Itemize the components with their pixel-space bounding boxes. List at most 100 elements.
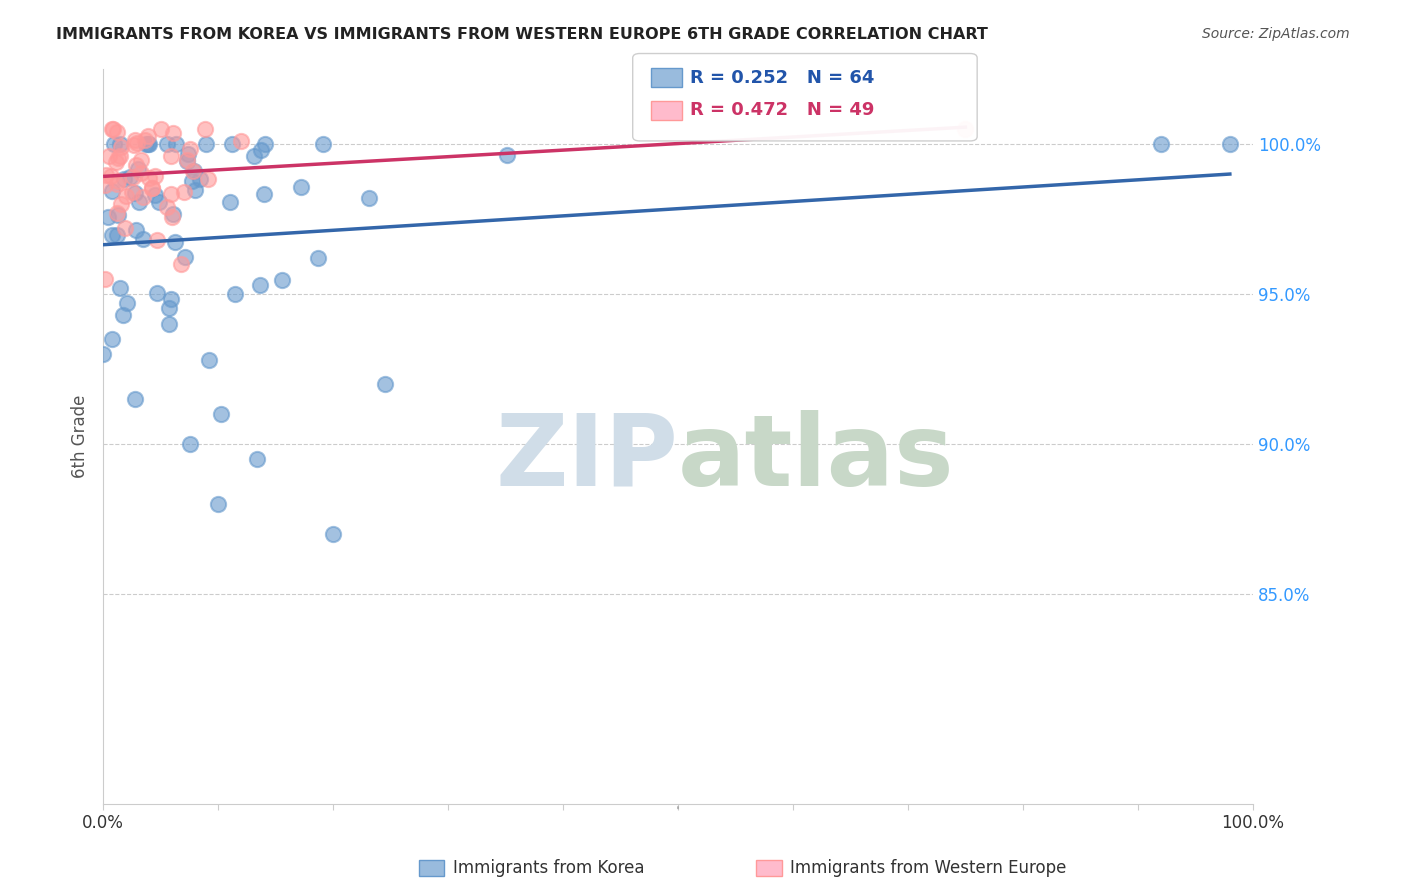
- Immigrants from Korea: [124, 186, 146, 200]
- Immigrants from Western Europe: [104, 154, 127, 169]
- Y-axis label: 6th Grade: 6th Grade: [72, 394, 89, 478]
- Immigrants from Western Europe: [141, 181, 163, 195]
- Immigrants from Korea: [221, 136, 243, 151]
- Immigrants from Korea: [246, 451, 269, 466]
- Immigrants from Korea: [312, 136, 335, 151]
- Immigrants from Korea: [145, 286, 167, 301]
- Immigrants from Western Europe: [150, 121, 173, 136]
- Immigrants from Korea: [157, 317, 180, 331]
- Immigrants from Korea: [160, 293, 183, 307]
- Immigrants from Korea: [128, 162, 150, 177]
- Immigrants from Korea: [179, 436, 201, 450]
- Immigrants from Western Europe: [141, 181, 163, 195]
- Immigrants from Korea: [125, 222, 148, 236]
- Immigrants from Western Europe: [179, 143, 201, 157]
- Immigrants from Korea: [357, 191, 380, 205]
- Immigrants from Western Europe: [97, 148, 120, 162]
- Immigrants from Western Europe: [176, 153, 198, 168]
- Immigrants from Korea: [136, 136, 159, 151]
- Immigrants from Korea: [112, 172, 135, 186]
- Immigrants from Korea: [132, 232, 155, 246]
- Immigrants from Korea: [157, 301, 180, 315]
- Immigrants from Korea: [148, 195, 170, 210]
- Immigrants from Western Europe: [94, 178, 117, 193]
- Text: Immigrants from Korea: Immigrants from Korea: [453, 859, 644, 877]
- Immigrants from Western Europe: [145, 169, 167, 184]
- Immigrants from Korea: [1219, 136, 1241, 151]
- Immigrants from Western Europe: [955, 121, 977, 136]
- Immigrants from Korea: [135, 136, 157, 151]
- Immigrants from Korea: [165, 235, 187, 249]
- Text: atlas: atlas: [678, 409, 955, 507]
- Immigrants from Western Europe: [159, 187, 181, 202]
- Text: Immigrants from Western Europe: Immigrants from Western Europe: [790, 859, 1067, 877]
- Immigrants from Western Europe: [138, 170, 160, 185]
- Immigrants from Korea: [103, 137, 125, 152]
- Immigrants from Korea: [174, 250, 197, 264]
- Immigrants from Western Europe: [146, 233, 169, 247]
- Immigrants from Western Europe: [125, 158, 148, 172]
- Immigrants from Korea: [101, 227, 124, 242]
- Immigrants from Korea: [219, 195, 242, 210]
- Immigrants from Korea: [93, 347, 115, 361]
- Immigrants from Korea: [496, 147, 519, 161]
- Immigrants from Western Europe: [129, 153, 152, 167]
- Immigrants from Western Europe: [181, 164, 204, 178]
- Immigrants from Western Europe: [107, 174, 129, 188]
- Text: IMMIGRANTS FROM KOREA VS IMMIGRANTS FROM WESTERN EUROPE 6TH GRADE CORRELATION CH: IMMIGRANTS FROM KOREA VS IMMIGRANTS FROM…: [56, 27, 988, 42]
- Immigrants from Western Europe: [101, 121, 124, 136]
- Immigrants from Western Europe: [110, 197, 132, 211]
- Immigrants from Western Europe: [121, 186, 143, 200]
- Immigrants from Western Europe: [124, 138, 146, 153]
- Immigrants from Western Europe: [170, 257, 193, 271]
- Immigrants from Western Europe: [162, 126, 184, 140]
- Immigrants from Western Europe: [107, 152, 129, 166]
- Text: R = 0.252   N = 64: R = 0.252 N = 64: [690, 69, 875, 87]
- Text: ZIP: ZIP: [495, 409, 678, 507]
- Immigrants from Korea: [96, 210, 118, 224]
- Immigrants from Korea: [198, 352, 221, 367]
- Immigrants from Korea: [115, 295, 138, 310]
- Text: R = 0.472   N = 49: R = 0.472 N = 49: [690, 101, 875, 119]
- Immigrants from Korea: [271, 273, 294, 287]
- Immigrants from Korea: [101, 184, 124, 198]
- Immigrants from Western Europe: [125, 136, 148, 150]
- Immigrants from Korea: [112, 308, 135, 322]
- Immigrants from Western Europe: [134, 133, 156, 147]
- Immigrants from Western Europe: [160, 149, 183, 163]
- Immigrants from Korea: [155, 136, 177, 151]
- Immigrants from Western Europe: [105, 206, 128, 220]
- Immigrants from Korea: [253, 186, 276, 201]
- Immigrants from Korea: [188, 172, 211, 186]
- Immigrants from Western Europe: [110, 140, 132, 154]
- Immigrants from Western Europe: [129, 166, 152, 180]
- Immigrants from Western Europe: [96, 168, 118, 182]
- Immigrants from Korea: [224, 286, 246, 301]
- Immigrants from Korea: [184, 184, 207, 198]
- Immigrants from Korea: [145, 188, 167, 202]
- Immigrants from Korea: [209, 407, 232, 421]
- Immigrants from Korea: [124, 392, 146, 406]
- Text: Source: ZipAtlas.com: Source: ZipAtlas.com: [1202, 27, 1350, 41]
- Immigrants from Korea: [250, 144, 273, 158]
- Immigrants from Western Europe: [156, 200, 179, 214]
- Immigrants from Korea: [183, 164, 205, 178]
- Immigrants from Western Europe: [101, 121, 124, 136]
- Immigrants from Korea: [290, 179, 312, 194]
- Immigrants from Korea: [207, 497, 229, 511]
- Immigrants from Korea: [107, 208, 129, 222]
- Immigrants from Korea: [180, 174, 202, 188]
- Immigrants from Korea: [105, 227, 128, 242]
- Immigrants from Korea: [242, 149, 264, 163]
- Immigrants from Korea: [128, 194, 150, 209]
- Immigrants from Western Europe: [94, 271, 117, 285]
- Immigrants from Korea: [176, 147, 198, 161]
- Immigrants from Western Europe: [197, 172, 219, 186]
- Immigrants from Korea: [374, 376, 396, 391]
- Immigrants from Western Europe: [132, 190, 155, 204]
- Immigrants from Korea: [165, 136, 187, 151]
- Immigrants from Western Europe: [105, 125, 128, 139]
- Immigrants from Korea: [138, 136, 160, 151]
- Immigrants from Korea: [249, 278, 271, 293]
- Immigrants from Korea: [1150, 136, 1173, 151]
